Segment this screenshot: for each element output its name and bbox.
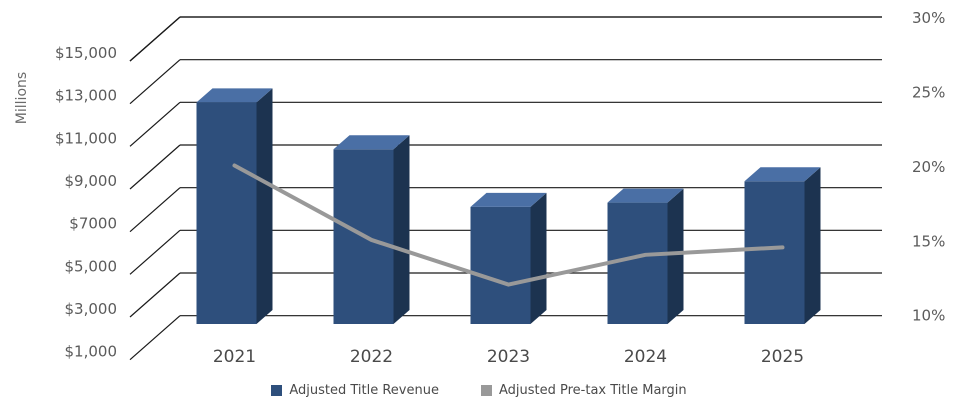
y-axis-label: Millions: [14, 72, 30, 124]
y-tick-label: $9,000: [65, 172, 118, 190]
y-tick-label: $13,000: [55, 87, 117, 105]
bar-side: [393, 135, 410, 324]
y-tick-label: $3,000: [65, 300, 118, 318]
y-tick-label: $7000: [69, 215, 117, 233]
y2-tick-label: 30%: [912, 9, 945, 27]
bar-front: [744, 181, 805, 324]
x-tick-label: 2023: [487, 347, 530, 367]
bar-side: [530, 192, 547, 324]
bar-top: [196, 88, 273, 103]
gridline-depth: [129, 16, 181, 62]
y-tick-label: $5,000: [65, 257, 118, 275]
x-axis: 2021 2022 2023 2024 2025: [213, 347, 804, 367]
gridline-depth: [129, 144, 181, 190]
y-tick-label: $15,000: [55, 44, 117, 62]
bar-side: [667, 188, 684, 324]
legend-label-margin: Adjusted Pre-tax Title Margin: [498, 383, 687, 398]
x-tick-label: 2024: [624, 347, 667, 367]
line-series: [232, 163, 785, 287]
gridline-depth: [129, 229, 181, 275]
y2-tick-label: 25%: [912, 83, 945, 101]
gridline-depth: [129, 101, 181, 147]
bar-2024: [607, 188, 684, 324]
bar-front: [607, 202, 668, 324]
bar-top: [744, 167, 821, 182]
bar-2021: [196, 88, 273, 324]
legend-item-margin: Adjusted Pre-tax Title Margin: [480, 383, 687, 398]
legend-label-revenue: Adjusted Title Revenue: [289, 383, 439, 398]
gridline-depth: [129, 187, 181, 233]
bar-top: [470, 192, 547, 207]
gridline-depth: [129, 59, 181, 105]
x-tick-label: 2021: [213, 347, 256, 367]
y-axis-right: 10% 15% 20% 25% 30%: [912, 9, 945, 325]
bar-2022: [333, 135, 410, 324]
bar-top: [607, 188, 684, 203]
bar-front: [196, 102, 257, 324]
bar-front: [470, 206, 531, 324]
legend-swatch-revenue: [271, 385, 283, 396]
bar-side: [256, 88, 273, 324]
y2-tick-label: 20%: [912, 158, 945, 176]
y-tick-label: $11,000: [55, 129, 117, 147]
gridline-depth: [129, 272, 181, 318]
bar-side: [804, 167, 821, 324]
legend: Adjusted Title Revenue Adjusted Pre-tax …: [0, 383, 958, 398]
bar-series: [196, 88, 821, 324]
gridline-depth: [129, 315, 181, 361]
bar-top: [333, 135, 410, 150]
y-tick-label: $1,000: [65, 343, 118, 361]
x-tick-label: 2025: [761, 347, 804, 367]
bar-2023: [470, 192, 547, 324]
y2-tick-label: 15%: [912, 232, 945, 250]
bar-2025: [744, 167, 821, 324]
y2-tick-label: 10%: [912, 307, 945, 325]
x-tick-label: 2022: [350, 347, 393, 367]
legend-swatch-margin: [480, 385, 492, 396]
y-axis-left: $1,000 $3,000 $5,000 $7000 $9,000 $11,000 $13,…: [55, 44, 117, 361]
legend-item-revenue: Adjusted Title Revenue: [271, 383, 439, 398]
